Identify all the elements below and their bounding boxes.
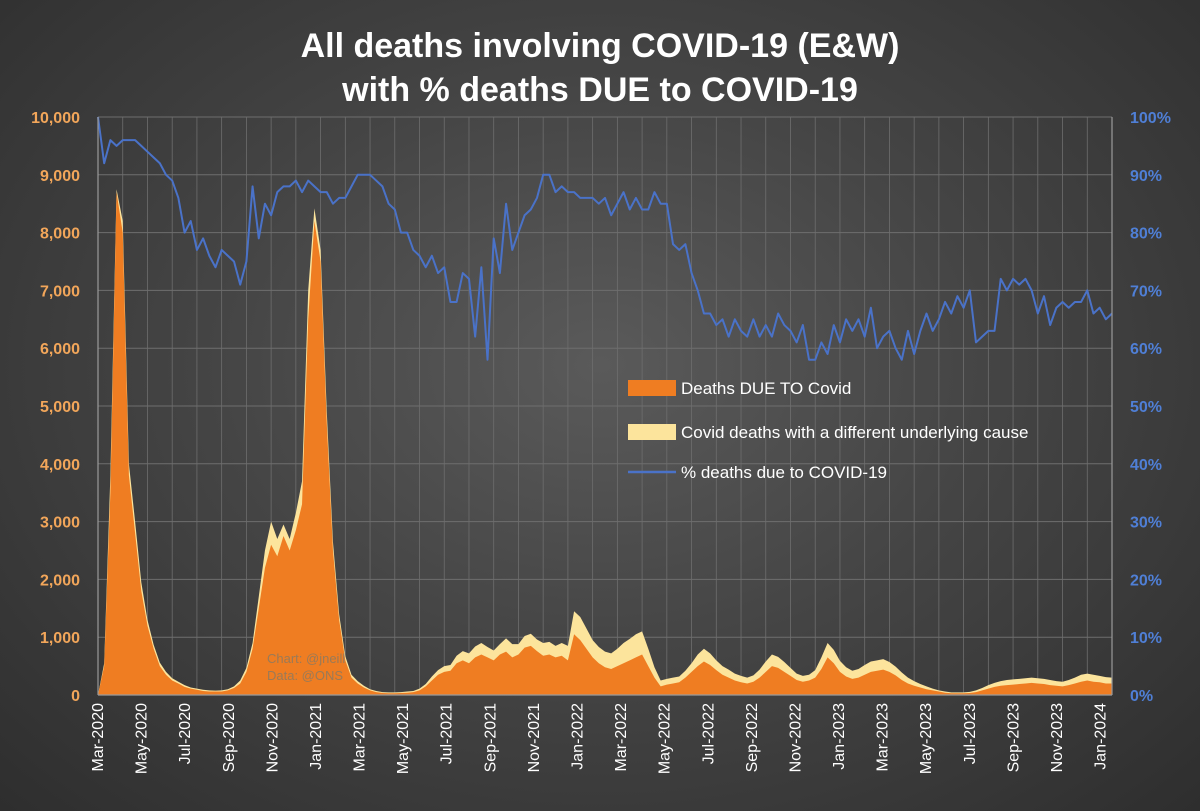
area-with-different-cause	[98, 189, 1112, 695]
chart-title: All deaths involving COVID-19 (E&W)	[301, 27, 900, 65]
chart-subtitle: with % deaths DUE to COVID-19	[341, 71, 858, 109]
area-due-to-covid	[98, 192, 1112, 695]
x-tick-label: May-2023	[918, 703, 935, 774]
x-tick-label: May-2022	[657, 703, 674, 774]
x-tick-label: Sep-2021	[482, 703, 499, 772]
y-left-tick-label: 8,000	[40, 226, 80, 243]
x-tick-label: May-2020	[134, 703, 151, 774]
y-left-tick-label: 5,000	[40, 399, 80, 416]
x-tick-label: Jan-2024	[1093, 703, 1110, 770]
y-left-tick-label: 3,000	[40, 515, 80, 532]
x-tick-label: Jul-2022	[700, 703, 717, 764]
y-left-tick-label: 1,000	[40, 630, 80, 647]
x-tick-label: Sep-2020	[221, 703, 238, 772]
x-tick-label: Jan-2021	[308, 703, 325, 770]
legend-label-with: Covid deaths with a different underlying…	[681, 423, 1028, 442]
y-right-tick-label: 40%	[1130, 457, 1162, 474]
y-left-tick-label: 10,000	[31, 110, 80, 127]
x-tick-label: Nov-2023	[1049, 703, 1066, 772]
x-tick-label: Nov-2021	[526, 703, 543, 772]
x-tick-label: Jan-2022	[569, 703, 586, 770]
x-tick-label: Mar-2023	[875, 703, 892, 772]
y-right-tick-label: 50%	[1130, 399, 1162, 416]
legend-swatch-due	[628, 380, 676, 396]
x-tick-label: Nov-2022	[787, 703, 804, 772]
y-left-tick-label: 7,000	[40, 283, 80, 300]
y-left-tick-label: 0	[71, 688, 80, 705]
y-right-tick-label: 100%	[1130, 110, 1171, 127]
y-right-tick-label: 0%	[1130, 688, 1153, 705]
y-left-tick-label: 4,000	[40, 457, 80, 474]
x-tick-label: Jul-2020	[177, 703, 194, 764]
legend-swatch-with	[628, 424, 676, 440]
y-right-tick-label: 20%	[1130, 572, 1162, 589]
line-pct-due-to-covid	[97, 116, 1113, 361]
legend-label-pct: % deaths due to COVID-19	[681, 463, 887, 482]
line-series	[97, 116, 1113, 361]
credit-chart: Chart: @jneill	[267, 651, 345, 666]
x-tick-label: Mar-2021	[352, 703, 369, 772]
y-left-tick-label: 9,000	[40, 168, 80, 185]
y-right-tick-label: 10%	[1130, 630, 1162, 647]
y-left-tick-label: 2,000	[40, 572, 80, 589]
x-tick-label: Sep-2023	[1005, 703, 1022, 772]
area-series	[98, 189, 1112, 695]
y-right-tick-label: 80%	[1130, 226, 1162, 243]
x-tick-label: Jan-2023	[831, 703, 848, 770]
y-right-tick-label: 60%	[1130, 341, 1162, 358]
x-tick-label: May-2021	[395, 703, 412, 774]
x-tick-label: Nov-2020	[264, 703, 281, 772]
x-tick-label: Mar-2020	[90, 703, 107, 772]
axes: 0 1,000 2,000 3,000 4,000 5,000 6,000 7,000 8,00…	[31, 110, 1171, 774]
y-right-tick-label: 90%	[1130, 168, 1162, 185]
gridlines	[97, 116, 1113, 696]
y-left-tick-label: 6,000	[40, 341, 80, 358]
y-right-tick-label: 30%	[1130, 515, 1162, 532]
legend: Deaths DUE TO Covid Covid deaths with a …	[628, 379, 1028, 482]
legend-label-due: Deaths DUE TO Covid	[681, 379, 851, 398]
x-tick-label: Mar-2022	[613, 703, 630, 772]
y-right-tick-label: 70%	[1130, 283, 1162, 300]
x-tick-label: Jul-2023	[962, 703, 979, 764]
credit-data: Data: @ONS	[267, 668, 343, 683]
x-tick-label: Jul-2021	[439, 703, 456, 764]
x-tick-label: Sep-2022	[744, 703, 761, 772]
